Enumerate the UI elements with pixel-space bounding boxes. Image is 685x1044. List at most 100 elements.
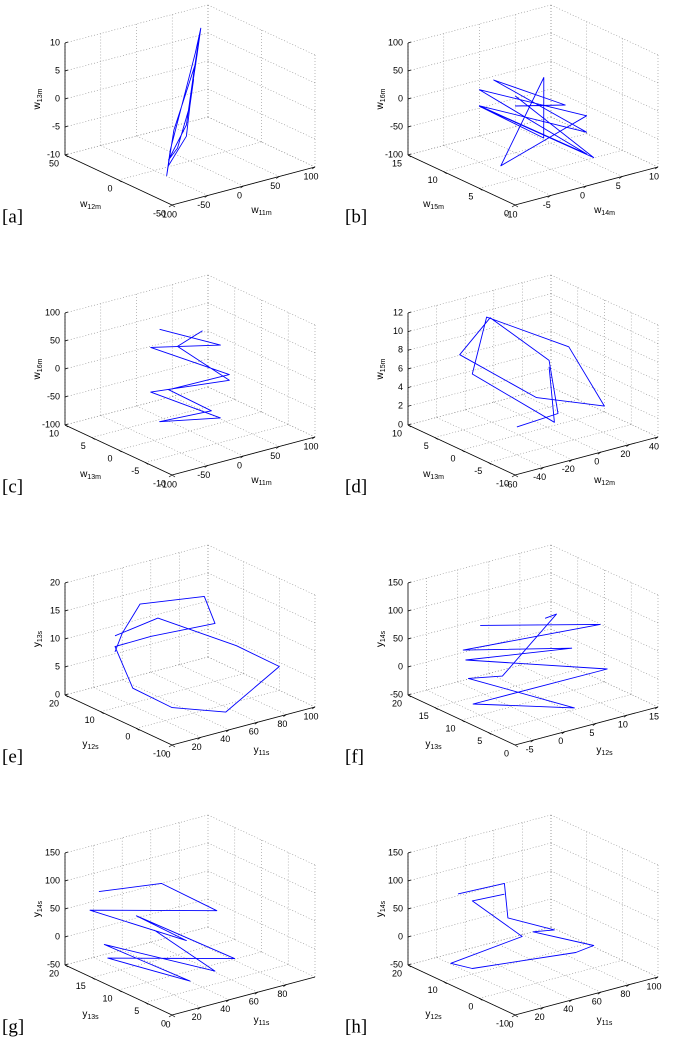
grid-line [465,409,573,461]
tick-mark [407,125,412,128]
z-axis-label-sub: 16m [37,358,44,372]
tick-mark [407,581,412,584]
x-axis-label: w14m [593,205,615,217]
grid-line [550,4,659,56]
x-tick-label: 50 [270,451,280,461]
tick-mark [407,851,412,854]
panel: -100-50050100-10-50510-100-50050100w11mw… [2,274,319,497]
grid-line [407,88,552,128]
z-axis-label-text: y [375,642,386,647]
grid-line [550,898,659,950]
y-axis-label-sub: 15m [430,204,444,211]
grid-line [407,898,552,938]
y-tick-label: -10 [153,478,166,488]
axis-line [171,976,316,1016]
x-tick-label: -100 [159,209,177,219]
grid-line [407,60,552,100]
tick-mark [64,311,69,314]
grid-line [64,358,209,398]
y-axis-label-sub: 12m [87,204,101,211]
axis-line [407,154,516,206]
tick-mark [64,339,69,342]
axis-line [64,694,173,746]
grid-line [407,116,552,156]
y-tick-label: 0 [107,183,112,193]
y-tick-label: 0 [504,748,509,758]
y-axis-label-sub: 12s [87,744,99,751]
y-axis-label-sub: 13m [430,474,444,481]
tick-mark [407,97,412,100]
grid-line [179,664,287,715]
z-tick-label: -100 [385,149,403,159]
grid-line [64,600,209,640]
grid-line [407,386,552,426]
tick-mark [64,935,69,938]
y-tick-label: 20 [392,968,402,978]
grid-line [407,842,552,882]
panel-label: [e] [2,746,23,767]
tick-mark [64,581,69,584]
grid-line [64,116,209,156]
z-axis-label: y14s [375,900,387,917]
trajectory [462,613,608,709]
tick-mark [168,474,173,478]
panel: 020406080100-1001020-50050100150y11sy12s… [345,814,662,1037]
grid-line [550,88,659,140]
grid-line [443,943,587,982]
grid-line [479,150,623,189]
x-axis-label-text: y [254,745,259,756]
tick-mark [511,474,516,478]
grid-line [64,656,209,696]
y-tick-label: 5 [134,1006,139,1016]
z-tick-label: 150 [388,577,403,587]
grid-line [64,330,209,370]
grid-line [207,60,316,112]
axis-line [171,436,316,476]
grid-line [207,628,316,680]
panel: 020406080100-100102005101520y11sy12sy13s… [2,544,319,767]
grid-line [493,401,601,453]
y-tick-label: -10 [496,478,509,488]
x-tick-label: 60 [592,997,602,1007]
grid-line [522,934,630,985]
panel-label: [f] [345,746,364,767]
x-axis-label-text: w [250,205,259,216]
z-axis-label-text: w [375,101,386,110]
z-tick-label: 10 [50,633,60,643]
z-tick-label: 6 [398,363,403,373]
z-tick-label: 10 [393,326,403,336]
grid-line [479,960,623,999]
z-axis-label-text: y [375,912,386,917]
grid-line [550,32,659,84]
y-tick-label: -5 [474,466,482,476]
tick-mark [171,204,176,208]
grid-line [407,32,552,72]
x-tick-label: 100 [303,441,318,451]
x-axis-label: w11m [250,475,272,487]
z-axis-label-text: y [32,912,43,917]
x-tick-label: 5 [616,181,621,191]
z-axis-label-sub: 13m [37,88,44,102]
z-tick-label: -50 [47,391,60,401]
tick-mark [64,97,69,100]
panel: -100-50050100-50050-10-50510w11mw12mw13m… [2,4,319,227]
grid-line [64,4,209,44]
z-axis-label-sub: 14s [37,900,44,912]
x-tick-label: 20 [535,1012,545,1022]
z-axis-label-text: y [32,642,43,647]
z-tick-label: 20 [50,577,60,587]
y-tick-label: 0 [125,732,130,742]
tick-mark [407,609,412,612]
axis-line [514,436,659,476]
x-tick-label: 20 [620,449,630,459]
x-axis-label-sub: 14m [601,210,615,217]
z-tick-label: 50 [50,903,60,913]
x-tick-label: 20 [192,1012,202,1022]
tick-mark [64,879,69,882]
z-tick-label: 0 [398,931,403,941]
z-axis-label: y14s [32,900,44,917]
z-tick-label: 100 [388,875,403,885]
y-axis-label: w15m [422,199,444,211]
z-tick-label: 50 [393,633,403,643]
z-tick-label: 4 [398,382,403,392]
